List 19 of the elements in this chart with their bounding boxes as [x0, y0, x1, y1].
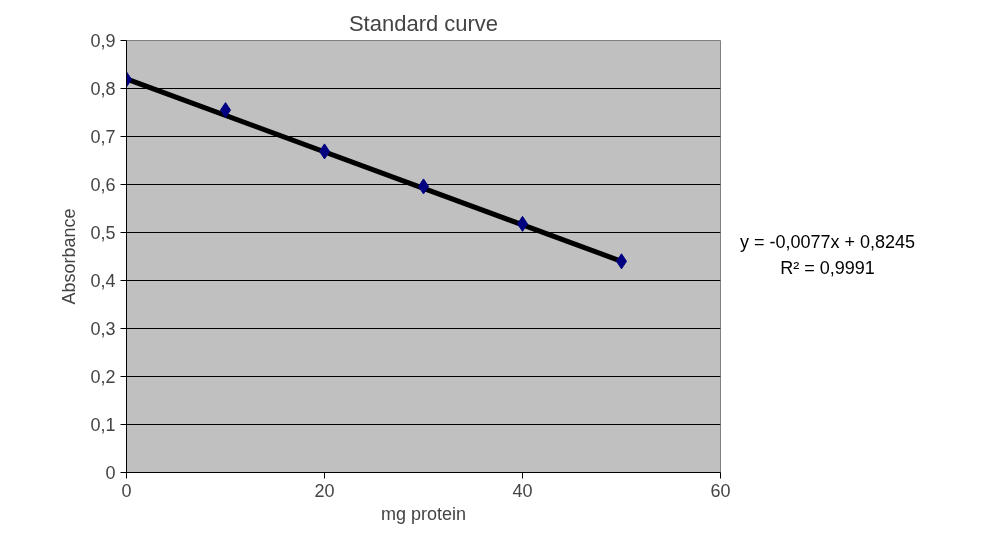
y-tick-label: 0,1 [90, 415, 116, 435]
chart-title: Standard curve [348, 10, 499, 36]
text: y = -0,0077x + 0,8245 [740, 231, 916, 254]
x-axis-title: mg protein [380, 503, 467, 524]
text: R² = 0,9991 [779, 256, 876, 280]
y-tick-label: 0,9 [90, 31, 116, 51]
y-tick-label: 0,5 [90, 223, 116, 243]
y-tick-label: 0,4 [90, 271, 116, 291]
y-tick-label: 0,8 [90, 79, 116, 99]
y-tick-label: 0,6 [90, 175, 116, 195]
y-tick-label: 0,7 [90, 127, 116, 147]
y-tick-label: 0,3 [90, 319, 116, 339]
y-tick-label: 0 [105, 463, 116, 483]
x-tick-label: 40 [512, 480, 533, 501]
x-tick-label: 20 [314, 480, 335, 501]
x-tick-label: 60 [710, 480, 731, 501]
x-tick-label: 0 [121, 480, 132, 501]
y-tick-label: 0,2 [90, 367, 116, 387]
y-axis-title: Absorbance [59, 208, 80, 305]
